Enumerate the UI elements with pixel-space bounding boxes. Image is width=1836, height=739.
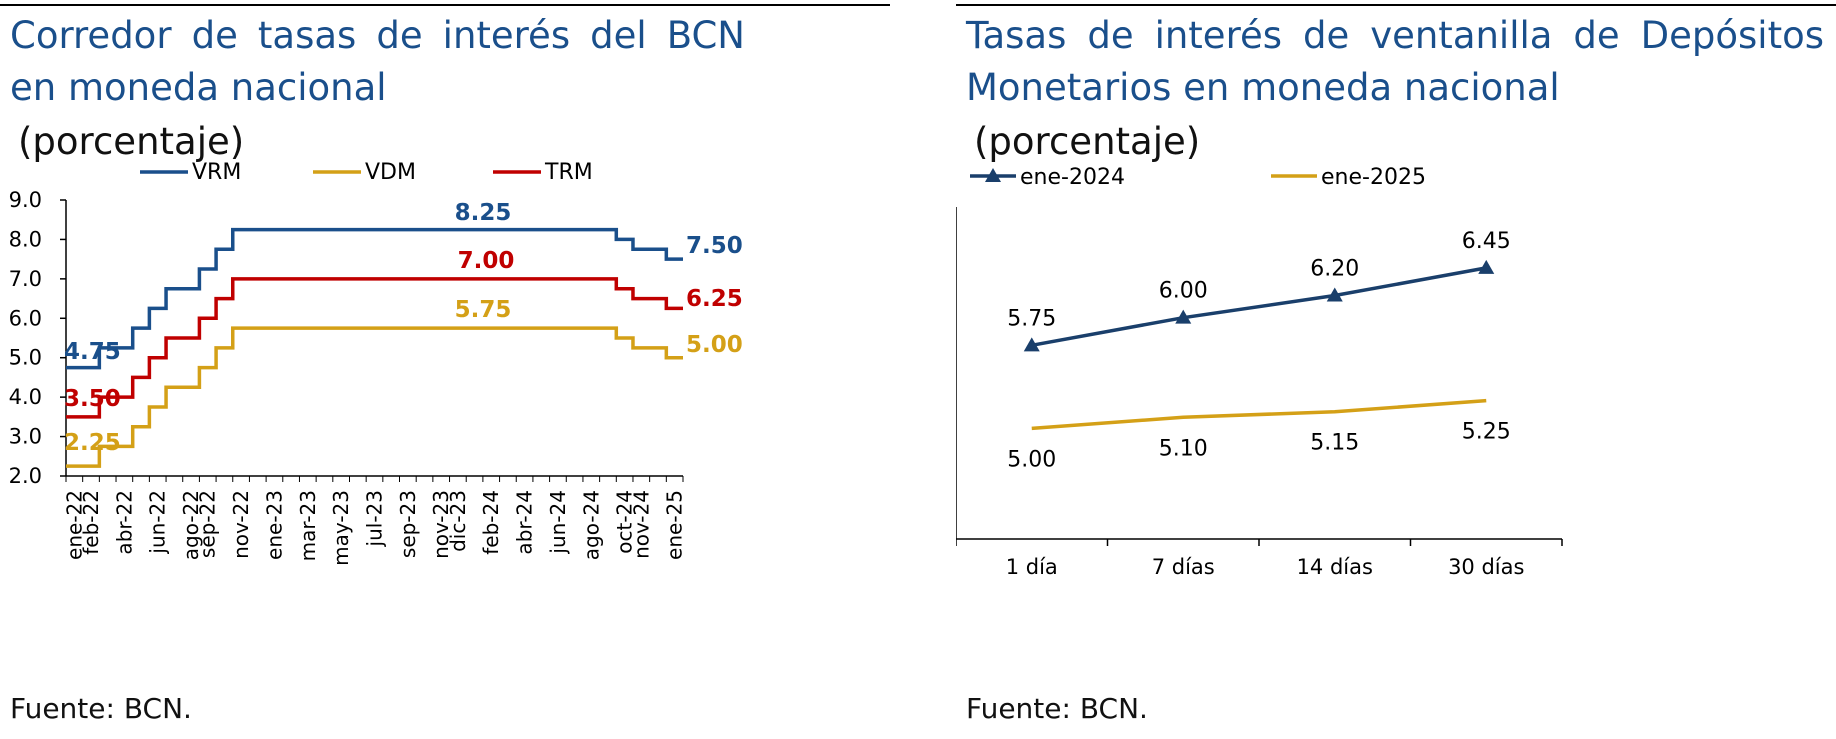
y-tick-label: 3.0: [9, 425, 42, 449]
x-tick-label: ene-23: [262, 490, 286, 560]
series-line-trm: [66, 277, 683, 419]
x-tick-label: dic-23: [446, 490, 470, 552]
data-label: 5.10: [1159, 436, 1208, 461]
x-tick-label: sep-23: [396, 490, 420, 558]
data-label: 7.00: [458, 248, 515, 274]
x-tick-label: 1 día: [1006, 555, 1058, 579]
x-tick-label: 7 días: [1152, 555, 1215, 579]
data-label: 3.50: [64, 386, 121, 412]
triangle-marker: [1326, 287, 1343, 302]
left-chart-panel: Corredor de tasas de interés del BCN en …: [0, 0, 900, 739]
right-chart-subtitle: (porcentaje): [974, 120, 1201, 163]
x-tick-label: feb-24: [479, 490, 503, 555]
series-line-ene-2025: [1031, 398, 1487, 431]
legend-label: ene-2024: [1020, 165, 1125, 190]
data-label: 5.25: [1462, 420, 1511, 445]
series-line-vrm: [66, 227, 683, 370]
legend-label: ene-2025: [1321, 165, 1426, 190]
x-tick-label: ago-24: [579, 490, 603, 560]
left-chart-subtitle: (porcentaje): [18, 120, 245, 163]
y-tick-label: 5.0: [9, 346, 42, 370]
x-tick-label: abr-24: [513, 490, 537, 555]
x-tick-label: ene-22: [62, 490, 86, 560]
top-rule: [956, 4, 1836, 6]
x-tick-label: ago-22: [179, 490, 203, 560]
x-tick-label: may-23: [329, 490, 353, 566]
data-label: 5.00: [1007, 447, 1056, 472]
x-tick-label: abr-22: [112, 490, 136, 555]
data-label: 8.25: [455, 200, 512, 226]
data-label: 6.45: [1462, 229, 1511, 254]
y-tick-label: 6.0: [9, 306, 42, 330]
data-label: 5.75: [1007, 306, 1056, 331]
x-tick-label: 30 días: [1448, 555, 1524, 579]
triangle-marker: [1175, 309, 1192, 324]
right-chart-source: Fuente: BCN.: [966, 692, 1148, 725]
series-line-ene-2024: [1031, 266, 1487, 348]
right-chart-title: Tasas de interés de ventanilla de Depósi…: [966, 14, 1824, 109]
series-line-vdm: [66, 326, 683, 468]
left-chart-source: Fuente: BCN.: [10, 692, 192, 725]
triangle-marker: [1478, 259, 1495, 274]
x-tick-label: nov-22: [229, 490, 253, 559]
x-tick-label: mar-23: [296, 490, 320, 561]
x-tick-label: feb-22: [79, 490, 103, 555]
data-label: 5.15: [1310, 431, 1359, 456]
x-tick-label: jun-22: [146, 490, 170, 555]
x-tick-label: 14 días: [1297, 555, 1373, 579]
y-tick-label: 8.0: [9, 227, 42, 251]
data-label: 7.50: [686, 233, 743, 259]
data-label: 6.25: [686, 286, 743, 312]
x-tick-label: ene-25: [663, 490, 687, 560]
y-tick-label: 7.0: [9, 267, 42, 291]
x-tick-label: sep-22: [196, 490, 220, 558]
right-chart-panel: Tasas de interés de ventanilla de Depósi…: [956, 0, 1836, 739]
triangle-marker: [1023, 337, 1040, 352]
top-rule: [0, 4, 890, 6]
x-tick-label: jun-24: [546, 490, 570, 555]
x-tick-label: nov-24: [629, 490, 653, 559]
x-tick-label: oct-24: [613, 490, 637, 554]
data-label: 6.00: [1159, 279, 1208, 304]
legend-label: VRM: [192, 160, 241, 185]
legend-label: TRM: [544, 160, 593, 185]
data-label: 2.25: [64, 430, 121, 456]
data-label: 4.75: [64, 339, 121, 365]
legend-label: VDM: [365, 160, 416, 185]
left-chart-title: Corredor de tasas de interés del BCN en …: [10, 14, 745, 109]
data-label: 5.75: [455, 297, 512, 323]
y-tick-label: 4.0: [9, 385, 42, 409]
triangle-marker: [985, 168, 1001, 182]
data-label: 6.20: [1310, 257, 1359, 282]
y-tick-label: 9.0: [9, 188, 42, 212]
x-tick-label: jul-23: [363, 490, 387, 547]
x-tick-label: nov-23: [429, 490, 453, 559]
data-label: 5.00: [686, 332, 743, 358]
y-tick-label: 2.0: [9, 464, 42, 488]
